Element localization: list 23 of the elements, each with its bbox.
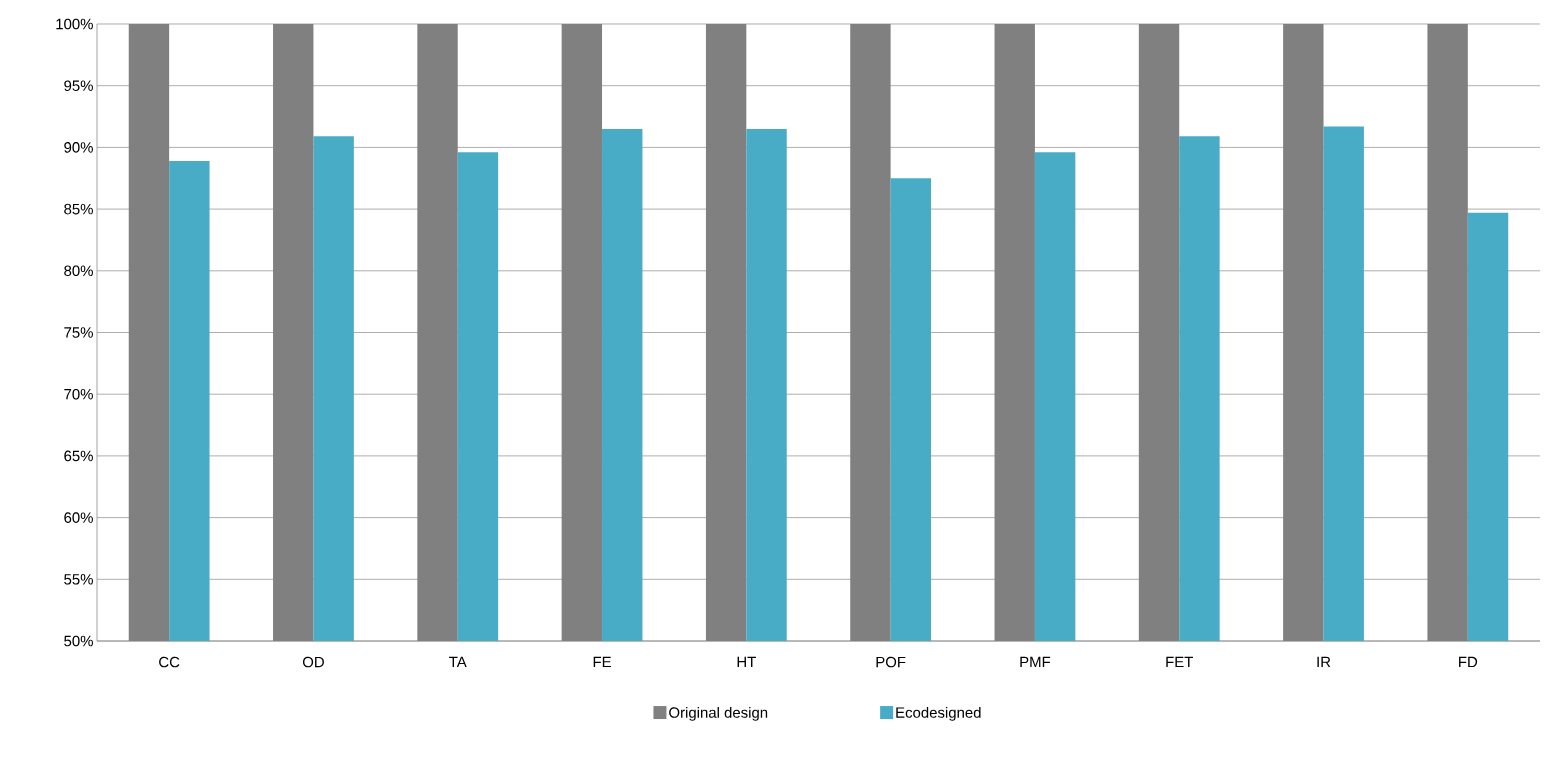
legend-label: Original design [669, 706, 768, 721]
y-tick-label: 100% [56, 18, 93, 30]
y-tick-label: 65% [64, 450, 93, 462]
y-tick-label: 75% [64, 327, 93, 338]
x-tick-label: FD [1459, 656, 1478, 668]
x-tick-label: OD [302, 656, 324, 668]
y-tick-label: 85% [64, 203, 93, 215]
x-tick-label: CC [159, 656, 180, 668]
x-tick-label: HT [737, 656, 756, 668]
x-tick-label: IR [1317, 656, 1331, 668]
x-tick-label: TA [449, 656, 467, 668]
y-tick-label: 55% [64, 574, 93, 585]
x-tick-label: FE [593, 656, 611, 668]
y-tick-label: 60% [64, 512, 93, 523]
y-tick-label: 50% [64, 635, 93, 647]
y-tick-label: 70% [64, 388, 93, 400]
y-tick-label: 80% [64, 265, 93, 277]
x-tick-label: POF [876, 656, 906, 668]
x-tick-label: PMF [1020, 656, 1051, 668]
y-tick-label: 95% [64, 80, 93, 91]
y-tick-label: 90% [64, 142, 93, 153]
legend-label: Ecodesigned [896, 706, 981, 721]
x-tick-label: FET [1166, 656, 1193, 668]
